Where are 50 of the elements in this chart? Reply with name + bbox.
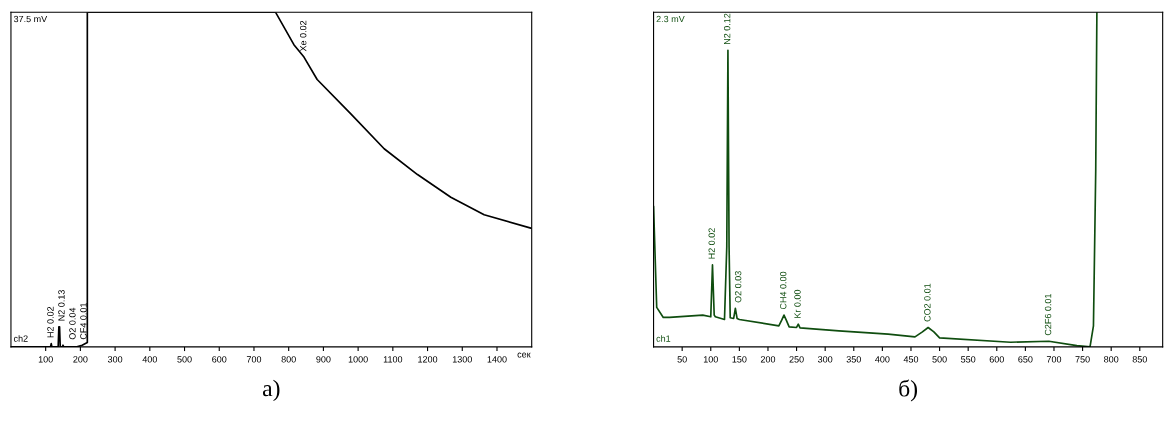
x-tick-label: 1000 — [348, 356, 368, 363]
x-tick-label: 300 — [107, 356, 123, 363]
x-tick-label: 100 — [703, 356, 718, 363]
x-tick-label: 200 — [760, 356, 776, 363]
x-tick-label: 600 — [989, 356, 1004, 363]
x-tick-label: 600 — [212, 356, 227, 363]
x-tick-label: 400 — [875, 356, 890, 363]
x-tick-label: 300 — [817, 356, 833, 363]
x-tick-label: 700 — [1046, 356, 1062, 363]
annotation: 37.5 mV — [13, 15, 48, 23]
annotation: Kr 0.00 — [794, 289, 801, 318]
annotation: C2F6 0.01 — [1044, 293, 1052, 336]
annotation: H2 0.02 — [708, 228, 715, 259]
x-tick-label: 50 — [677, 356, 687, 363]
x-tick-label: 500 — [932, 356, 947, 363]
annotation: CH4 0.00 — [780, 271, 787, 310]
x-tick-label: 1400 — [487, 356, 507, 363]
x-tick-label: 900 — [316, 356, 331, 363]
annotation: H2 0.02 — [47, 306, 54, 338]
x-tick-label: 500 — [177, 356, 192, 363]
text: а) — [262, 379, 280, 402]
x-tick-label: 150 — [732, 356, 747, 363]
x-tick-label: 750 — [1075, 356, 1090, 363]
x-tick-label: 400 — [142, 356, 157, 363]
x-tick-label: 1100 — [383, 356, 403, 363]
x-tick-label: 200 — [73, 356, 88, 363]
x-tick-label: 650 — [1018, 356, 1033, 363]
x-tick-label: 550 — [961, 356, 976, 363]
x-tick-label: 350 — [846, 356, 861, 363]
annotation: N2 0.13 — [58, 290, 65, 321]
annotation: CO2 0.01 — [924, 283, 931, 322]
x-tick-label: 250 — [789, 356, 804, 363]
text: б) — [899, 379, 918, 402]
x-tick-label: 800 — [1104, 356, 1119, 363]
annotation: 2.3 mV — [656, 15, 685, 23]
x-axis-title: сек — [517, 352, 531, 358]
annotation: O2 0.04 — [69, 307, 76, 340]
annotation: ch1 — [656, 335, 671, 342]
annotation: O2 0.03 — [734, 271, 742, 303]
annotation: ch2 — [13, 335, 28, 342]
x-tick-label: 700 — [246, 356, 262, 363]
annotation: Xe 0.02 — [299, 20, 307, 52]
x-tick-label: 1300 — [452, 356, 472, 363]
x-tick-label: 450 — [903, 356, 919, 363]
x-tick-label: 800 — [281, 356, 296, 363]
x-tick-label: 850 — [1132, 356, 1147, 363]
x-tick-label: 100 — [38, 356, 53, 363]
annotation: N2 0.12 — [723, 13, 731, 45]
annotation: CF4 0.01 — [80, 302, 87, 340]
x-tick-label: 1200 — [418, 356, 438, 363]
